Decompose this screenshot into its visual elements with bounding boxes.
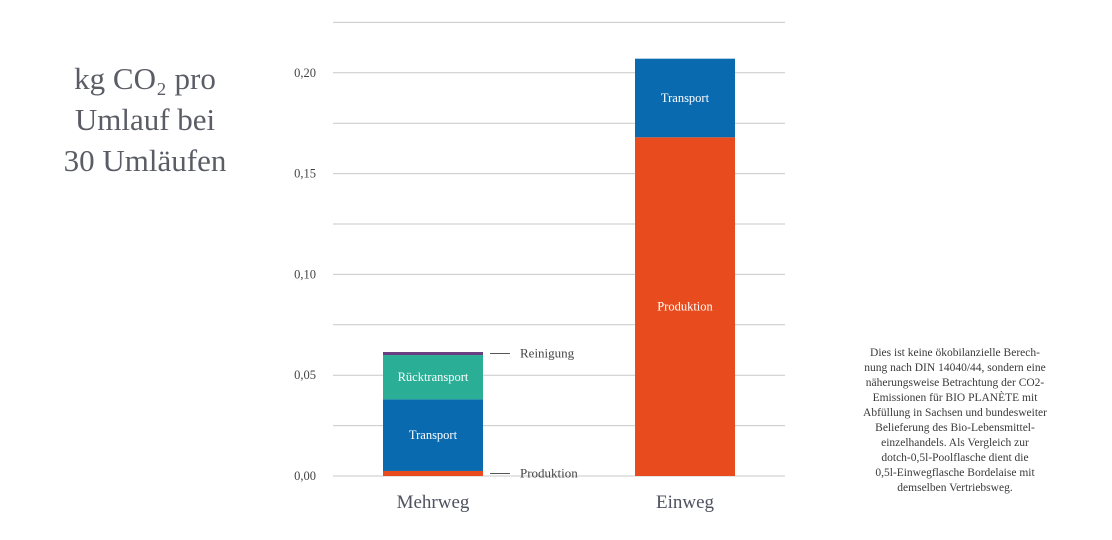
x-category-label: Mehrweg (397, 492, 470, 513)
chart-title: kg CO₂ pro Umlauf bei 30 Umläufen (30, 58, 260, 181)
y-tick-label: 0,15 (294, 167, 316, 181)
bar-label: Transport (409, 428, 458, 442)
note-line: näherungsweise Betrachtung der CO2- (865, 377, 1045, 389)
note-line: Dies ist keine ökobilanzielle Berech- (870, 347, 1040, 359)
bar-segment (383, 399, 483, 471)
note-line: Abfüllung in Sachsen und bundesweiter (863, 407, 1047, 419)
note-line: dotch-0,5l-Poolflasche dient die (881, 452, 1029, 464)
bar-segment (635, 58, 735, 138)
bar-label: Transport (661, 91, 710, 105)
title-line-1: kg CO₂ pro (74, 61, 216, 96)
bar-label: Produktion (657, 300, 713, 314)
bar-segment (383, 352, 483, 356)
x-category-label: Einweg (656, 492, 715, 513)
note-line: 0,5l-Einwegflasche Bordelaise mit (875, 467, 1035, 479)
y-tick-label: 0,20 (294, 66, 316, 80)
note-line: nung nach DIN 14040/44, sondern eine (864, 362, 1046, 374)
bar-segment (635, 137, 735, 476)
annotation-label: Reinigung (520, 346, 575, 361)
title-line-3: 30 Umläufen (63, 143, 227, 178)
note-line: einzelhandels. Als Vergleich zur (881, 437, 1029, 449)
disclaimer-note: Dies ist keine ökobilanzielle Berech- nu… (830, 346, 1080, 496)
y-tick-label: 0,10 (294, 267, 316, 281)
note-line: Emissionen für BIO PLANÈTE mit (872, 392, 1038, 404)
note-line: demselben Vertriebsweg. (897, 482, 1013, 494)
bar-label: Rücktransport (398, 370, 469, 384)
bar-segment (383, 355, 483, 400)
bar-segment (383, 470, 483, 476)
title-line-2: Umlauf bei (74, 102, 216, 137)
note-line: Belieferung des Bio-Lebensmittel- (875, 422, 1035, 434)
y-tick-label: 0,00 (294, 469, 316, 483)
annotation-label: Produktion (520, 465, 578, 480)
y-tick-label: 0,05 (294, 368, 316, 382)
